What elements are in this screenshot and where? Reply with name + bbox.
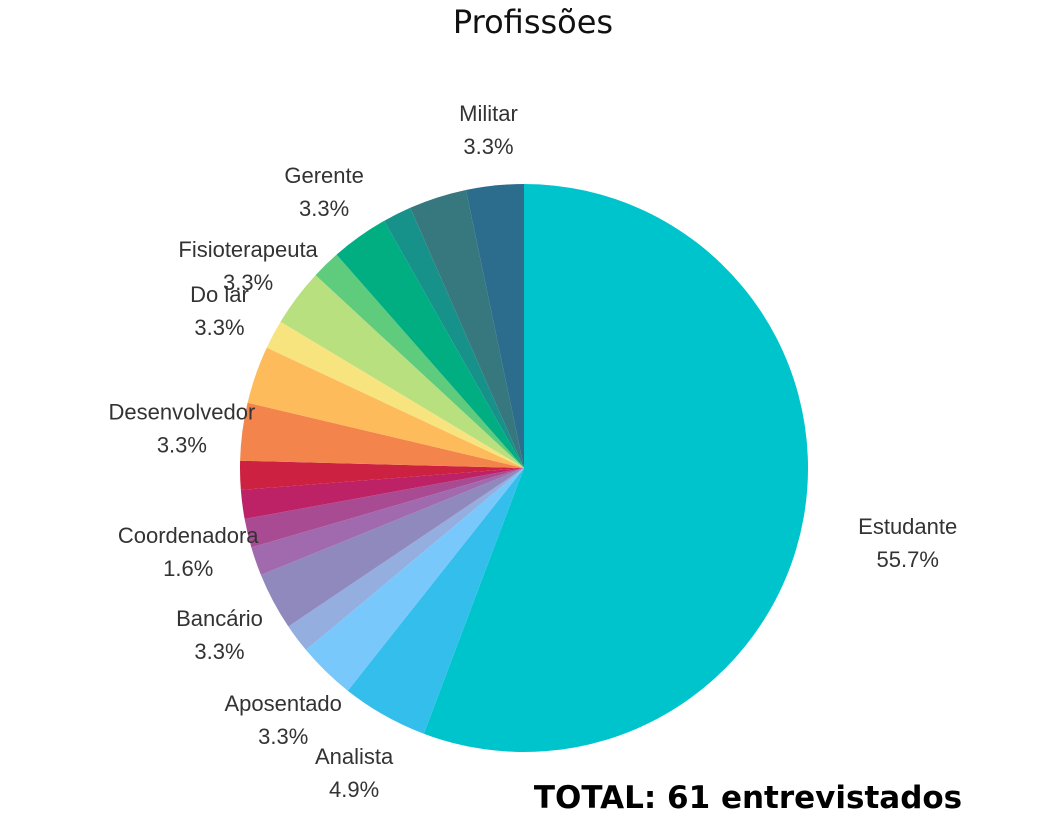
slice-percent: 55.7% xyxy=(877,547,939,572)
slice-label: Coordenadora xyxy=(118,523,259,548)
pie-slice xyxy=(336,220,524,468)
slice-label: Analista xyxy=(315,744,394,769)
pie-slice xyxy=(244,468,524,548)
pie-slice xyxy=(347,468,524,734)
pie-slice xyxy=(251,468,524,575)
slice-label: Fisioterapeuta xyxy=(178,237,318,262)
pie-slice xyxy=(240,468,524,519)
slice-label: Do lar xyxy=(190,282,249,307)
slice-label: Bancário xyxy=(176,606,263,631)
pie-slice xyxy=(239,460,524,490)
pie-slice xyxy=(266,321,524,468)
slice-percent: 3.3% xyxy=(463,134,513,159)
slice-label: Aposentado xyxy=(224,691,341,716)
slice-label: Estudante xyxy=(858,514,957,539)
pie-slice xyxy=(288,468,524,650)
slice-percent: 3.3% xyxy=(299,196,349,221)
slice-labels: Estudante 55.7% Analista 4.9% Aposentado 3.3%… xyxy=(109,101,958,802)
slice-label: Desenvolvedor xyxy=(109,400,256,425)
pie-slice xyxy=(260,468,524,627)
slice-percent: 3.3% xyxy=(194,315,244,340)
slice-percent: 3.3% xyxy=(223,270,273,295)
slice-percent: 4.9% xyxy=(329,777,379,802)
pie-slice xyxy=(280,275,524,468)
chart-title: Profissões xyxy=(453,3,613,41)
slice-percent: 1.6% xyxy=(163,556,213,581)
pie-slice xyxy=(315,254,524,468)
slice-percent: 3.3% xyxy=(258,724,308,749)
pie-slice xyxy=(410,190,524,468)
slice-label: Militar xyxy=(459,101,518,126)
pie-slice xyxy=(247,347,524,468)
pie-slice xyxy=(423,184,809,752)
pie-slice xyxy=(465,184,524,468)
pie-slice xyxy=(384,207,524,468)
slice-label: Gerente xyxy=(284,163,364,188)
total-note: TOTAL: 61 entrevistados xyxy=(534,780,962,816)
pie-slice xyxy=(240,402,524,468)
pie-slice xyxy=(305,468,524,691)
pie-slices xyxy=(239,184,809,752)
slice-percent: 3.3% xyxy=(157,433,207,458)
slice-percent: 3.3% xyxy=(194,639,244,664)
